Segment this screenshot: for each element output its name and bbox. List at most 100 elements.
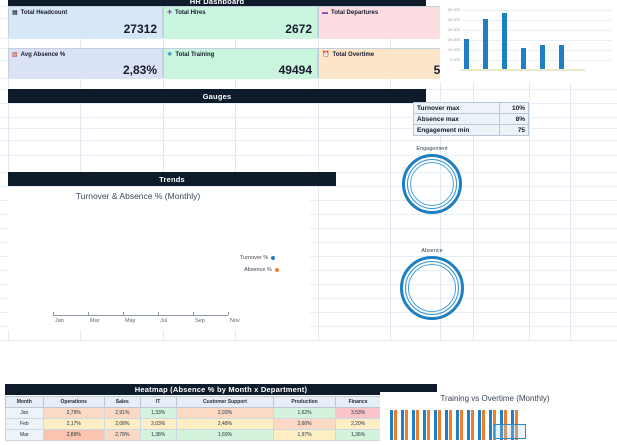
grid-column-line: [473, 0, 474, 340]
kpi-card-total-departures[interactable]: ▬ Total Departures 2302: [318, 6, 473, 39]
legend-color-swatch: [274, 268, 279, 272]
bar-training: [412, 410, 415, 440]
gauge-absence[interactable]: Absence: [386, 248, 478, 320]
bar: [464, 39, 469, 70]
bar-group: [423, 410, 430, 440]
bar-group: [445, 410, 452, 440]
kpi-value: 49494: [164, 61, 317, 79]
bar-training: [489, 410, 492, 440]
heatmap-column-header: IT: [139, 396, 177, 408]
gridline: [462, 40, 612, 41]
grid-column-line: [318, 0, 319, 340]
grid-row-line: [0, 186, 617, 187]
threshold-value: 10%: [499, 102, 529, 114]
kpi-value: 2672: [164, 19, 317, 39]
y-tick-label: 25 000: [447, 17, 460, 22]
bar-training: [434, 410, 437, 440]
heatmap-table[interactable]: Month Operations Sales IT Customer Support Pr…: [5, 396, 437, 441]
y-tick-label: 10 000: [447, 47, 460, 52]
kpi-card-avg-absence[interactable]: ▧ Avg Absence % 2,83%: [8, 48, 163, 79]
turnover-absence-line-chart[interactable]: Turnover & Absence % (Monthly) Turnover …: [8, 187, 310, 330]
heatmap-column-header: Finance: [334, 396, 382, 408]
kpi-card-total-training[interactable]: ❖ Total Training 49494: [163, 48, 318, 79]
heatmap-cell: 2,79%: [42, 407, 105, 419]
section-banner-gauges: Gauges: [8, 89, 426, 103]
bar-training: [500, 410, 503, 440]
threshold-name: Turnover max: [413, 102, 500, 114]
heatmap-cell: 2,17%: [42, 418, 105, 430]
heatmap-cell: 1,36%: [334, 429, 382, 441]
table-row: Absence max 8%: [413, 113, 529, 125]
kpi-card-total-hires[interactable]: ✚ Total Hires 2672: [163, 6, 318, 39]
heatmap-month-cell: Jan: [5, 407, 44, 419]
plus-icon: ✚: [167, 10, 173, 16]
heatmap-cell: 1,97%: [273, 429, 336, 441]
kpi-label-row: ▧ Avg Absence %: [9, 49, 162, 61]
x-tick-label: May: [125, 318, 136, 324]
bar-training: [401, 410, 404, 440]
grid-row-line: [0, 155, 617, 156]
threshold-table[interactable]: Turnover max 10% Absence max 8% Engageme…: [413, 102, 529, 136]
grid-row-line: [0, 140, 617, 141]
x-tick-label: Jul: [160, 318, 168, 324]
gauge-label: Absence: [421, 248, 443, 254]
threshold-name: Absence max: [413, 113, 500, 125]
threshold-name: Engagement min: [413, 124, 500, 136]
heatmap-cell: 2,60%: [273, 418, 336, 430]
x-tick: [53, 312, 54, 315]
gridline: [462, 20, 612, 21]
gridline: [462, 50, 612, 51]
x-tick: [228, 312, 229, 315]
heatmap-cell: 2,03%: [139, 418, 177, 430]
chart-title: Turnover & Absence % (Monthly): [75, 191, 201, 201]
grid-column-line: [8, 0, 9, 340]
kpi-label-row: ❖ Total Training: [164, 49, 317, 61]
kpi-label-row: ⏰ Total Overtime: [319, 49, 472, 61]
gridline: [462, 10, 612, 11]
x-tick-label: Sep: [195, 318, 205, 324]
kpi-label-row: ▬ Total Departures: [319, 7, 472, 19]
heatmap-cell: 2,08%: [103, 418, 141, 430]
grid-row-line: [0, 340, 617, 341]
kpi-card-total-headcount[interactable]: ▦ Total Headcount 27312: [8, 6, 163, 39]
bar-group: [467, 410, 474, 440]
heatmap-cell: 2,91%: [103, 407, 141, 419]
legend-item-absence[interactable]: Absence %: [244, 267, 279, 273]
table-row: Engagement min 75: [413, 124, 529, 136]
x-tick-label: Jan: [55, 318, 64, 324]
heatmap-cell: 3,53%: [334, 407, 382, 419]
training-overtime-bar-chart[interactable]: Training vs Overtime (Monthly): [380, 392, 617, 445]
heatmap-cell: 2,48%: [175, 418, 275, 430]
headcount-bar-chart[interactable]: 30 000 25 000 20 000 15 000 10 000 5 000: [440, 0, 617, 82]
legend-item-turnover[interactable]: Turnover %: [240, 255, 276, 261]
chart-title: Training vs Overtime (Monthly): [440, 394, 550, 403]
gauge-engagement[interactable]: Engagement: [386, 146, 478, 214]
bar-training: [511, 410, 514, 440]
bar-group: [412, 410, 419, 440]
section-title-trends: Trends: [159, 174, 185, 184]
chart-x-axis: [53, 315, 228, 316]
section-title-gauges: Gauges: [202, 91, 232, 101]
bar-overtime: [460, 410, 463, 440]
heatmap-body: Jan2,79%2,91%1,33%2,93%1,62%3,53%2,24%Fe…: [5, 407, 437, 441]
y-tick-label: 15 000: [447, 37, 460, 42]
bar-training: [390, 410, 393, 440]
heatmap-cell: 1,62%: [273, 407, 336, 419]
legend-label: Absence %: [244, 267, 272, 273]
heatmap-column-header: Sales: [103, 396, 141, 408]
kpi-value: 2,83%: [9, 61, 162, 79]
gauge-ring: [400, 256, 464, 320]
heatmap-cell: 2,89%: [42, 429, 105, 441]
selection-box[interactable]: [494, 424, 526, 439]
bar-overtime: [471, 410, 474, 440]
chart-icon: ▧: [12, 52, 18, 58]
kpi-label: Total Headcount: [20, 10, 68, 16]
gauge-ring: [402, 154, 462, 214]
bar-overtime: [416, 410, 419, 440]
bar: [521, 48, 526, 70]
gauge-label: Engagement: [416, 146, 448, 152]
bar-overtime: [504, 410, 507, 440]
grid-row-line: [0, 128, 617, 129]
